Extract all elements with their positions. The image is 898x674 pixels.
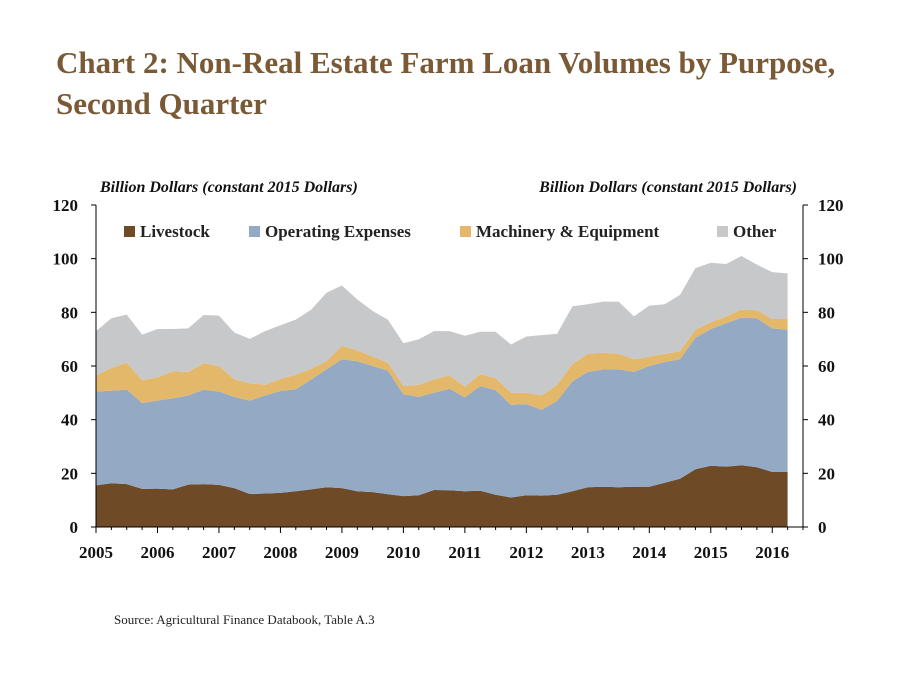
area-operating-expenses [96, 317, 788, 498]
x-tick-label: 2011 [448, 543, 481, 562]
y-tick-label-right: 20 [818, 464, 835, 483]
legend-swatch-operating-expenses [249, 226, 260, 237]
x-tick-label: 2008 [263, 543, 297, 562]
x-tick-label: 2015 [694, 543, 728, 562]
legend-swatch-machinery-and-equipment [460, 226, 471, 237]
y-tick-label-right: 60 [818, 357, 835, 376]
x-tick-label: 2007 [202, 543, 237, 562]
x-axis-ticks: 2005 2006 2007 2008 2009 2010 2011 2012 2013 2014… [79, 527, 804, 562]
x-tick-label: 2012 [509, 543, 543, 562]
x-tick-label: 2016 [755, 543, 789, 562]
y-tick-label-right: 40 [818, 411, 835, 430]
y-tick-label-left: 40 [61, 411, 78, 430]
legend: Livestock Operating Expenses Machinery & E… [124, 222, 777, 241]
legend-label-livestock: Livestock [140, 222, 210, 241]
legend-label-other: Other [733, 222, 777, 241]
x-tick-label: 2010 [386, 543, 420, 562]
y-tick-label-left: 0 [70, 518, 79, 537]
y-tick-label-left: 100 [53, 250, 79, 269]
y-tick-label-right: 80 [818, 303, 835, 322]
y-tick-label-left: 120 [53, 196, 79, 215]
y-tick-label-left: 20 [61, 464, 78, 483]
y-axis-ticks: 0 0 20 20 40 40 60 60 80 80 100 100 120 120 [53, 196, 844, 537]
area-livestock [96, 465, 788, 527]
x-tick-label: 2006 [140, 543, 174, 562]
area-machinery-and-equipment [96, 309, 788, 410]
x-tick-label: 2009 [325, 543, 359, 562]
chart-title: Chart 2: Non-Real Estate Farm Loan Volum… [56, 45, 836, 121]
right-axis-unit-label: Billion Dollars (constant 2015 Dollars) [538, 179, 797, 196]
source-note: Source: Agricultural Finance Databook, T… [114, 612, 375, 627]
y-tick-label-left: 60 [61, 357, 78, 376]
y-tick-label-right: 0 [818, 518, 827, 537]
x-tick-label: 2014 [632, 543, 667, 562]
x-tick-label: 2005 [79, 543, 113, 562]
left-axis-unit-label: Billion Dollars (constant 2015 Dollars) [99, 179, 358, 196]
y-tick-label-left: 80 [61, 303, 78, 322]
legend-label-machinery-and-equipment: Machinery & Equipment [476, 222, 660, 241]
y-tick-label-right: 100 [818, 250, 844, 269]
x-tick-label: 2013 [571, 543, 605, 562]
legend-label-operating-expenses: Operating Expenses [265, 222, 411, 241]
y-tick-label-right: 120 [818, 196, 844, 215]
area-other [96, 256, 788, 396]
legend-swatch-livestock [124, 226, 135, 237]
area-series-group [96, 256, 788, 527]
legend-swatch-other [717, 226, 728, 237]
